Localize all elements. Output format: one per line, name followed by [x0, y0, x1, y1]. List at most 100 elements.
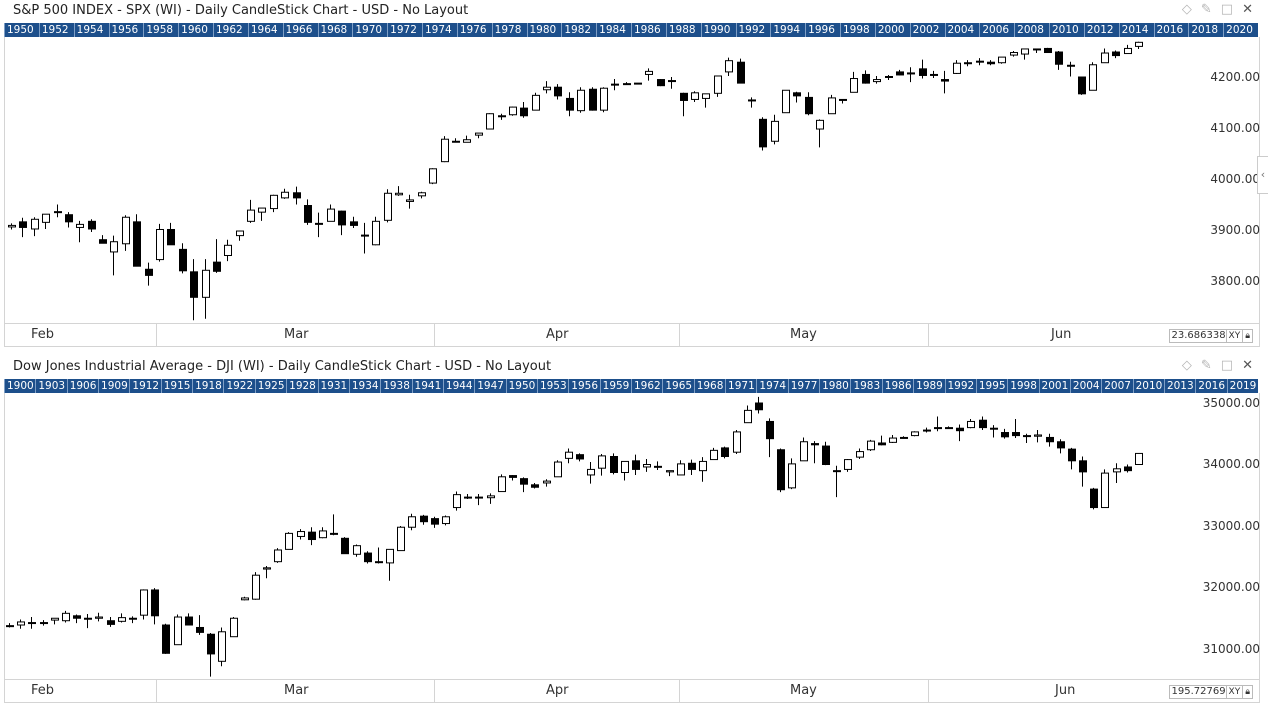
candle-down[interactable]	[520, 107, 528, 117]
candle-up[interactable]	[76, 223, 84, 228]
candle-down[interactable]	[1044, 47, 1052, 54]
candle-down[interactable]	[350, 221, 358, 226]
candle-up[interactable]	[998, 56, 1006, 64]
scale-value-field[interactable]: 23.686338	[1168, 329, 1227, 343]
candle-down[interactable]	[1112, 51, 1120, 57]
candle-up[interactable]	[386, 548, 394, 564]
candle-up[interactable]	[677, 463, 685, 476]
candle-up[interactable]	[565, 451, 573, 459]
candle-up[interactable]	[600, 87, 608, 111]
candle-up[interactable]	[1033, 48, 1041, 51]
year-label[interactable]: 1912	[129, 379, 160, 393]
year-label[interactable]: 1965	[662, 379, 693, 393]
year-label[interactable]: 1950	[505, 379, 537, 393]
candle-up[interactable]	[623, 83, 631, 86]
candle-up[interactable]	[486, 113, 494, 130]
candle-up[interactable]	[218, 631, 226, 662]
candle-up[interactable]	[40, 622, 48, 625]
candle-up[interactable]	[828, 97, 836, 115]
candle-up[interactable]	[263, 567, 271, 570]
candle-up[interactable]	[725, 60, 733, 73]
close-icon[interactable]: ✕	[1242, 2, 1262, 17]
candle-down[interactable]	[520, 478, 528, 485]
candle-up[interactable]	[587, 468, 595, 476]
candle-up[interactable]	[1135, 452, 1143, 465]
candle-down[interactable]	[179, 248, 187, 272]
candle-up[interactable]	[118, 617, 126, 622]
candle-down[interactable]	[777, 449, 785, 491]
candle-down[interactable]	[431, 518, 439, 525]
year-navigator[interactable]: 1950 1952 1954 1956 1958 1960 1962 1964 1966 1968…	[4, 23, 1258, 37]
year-label[interactable]: 1992	[944, 379, 976, 393]
year-label[interactable]: 1994	[770, 23, 805, 37]
year-label[interactable]: 1962	[631, 379, 662, 393]
year-label[interactable]: 1968	[693, 379, 725, 393]
candle-up[interactable]	[967, 420, 975, 429]
candle-down[interactable]	[688, 462, 696, 470]
candle-up[interactable]	[788, 463, 796, 489]
candle-up[interactable]	[945, 427, 953, 430]
candle-up[interactable]	[643, 464, 651, 468]
candle-up[interactable]	[54, 211, 62, 214]
candle-down[interactable]	[1068, 448, 1076, 462]
candle-down[interactable]	[923, 429, 931, 432]
candle-up[interactable]	[487, 495, 495, 499]
year-label[interactable]: 2006	[979, 23, 1014, 37]
candle-up[interactable]	[247, 209, 255, 222]
year-navigator[interactable]: 1900 1903 1906 1909 1912 1915 1918 1922 1925 1928…	[4, 379, 1258, 393]
candle-up[interactable]	[1113, 468, 1121, 473]
candle-up[interactable]	[532, 94, 540, 111]
candle-up[interactable]	[230, 617, 238, 638]
candle-down[interactable]	[162, 624, 170, 654]
lock-icon[interactable]: 🔒︎	[1243, 685, 1253, 699]
candle-down[interactable]	[919, 68, 927, 76]
pin-icon[interactable]: ✎	[1200, 2, 1221, 17]
year-label[interactable]: 1986	[881, 379, 913, 393]
candle-up[interactable]	[964, 62, 972, 65]
candle-down[interactable]	[930, 73, 938, 76]
candle-up[interactable]	[1124, 47, 1132, 55]
candle-up[interactable]	[8, 224, 16, 228]
year-label[interactable]: 1974	[756, 379, 787, 393]
year-label[interactable]: 1982	[561, 23, 596, 37]
candle-up[interactable]	[418, 192, 426, 197]
candle-down[interactable]	[566, 97, 574, 111]
candle-down[interactable]	[420, 515, 428, 523]
collapse-panel-icon[interactable]: ‹	[1257, 156, 1268, 194]
price-plot[interactable]	[4, 393, 1260, 679]
candle-down[interactable]	[293, 192, 301, 199]
candle-down[interactable]	[213, 261, 221, 272]
candle-up[interactable]	[889, 437, 897, 443]
candle-down[interactable]	[1023, 435, 1031, 438]
candle-up[interactable]	[771, 120, 779, 142]
year-label[interactable]: 1952	[38, 23, 74, 37]
xy-icon[interactable]: XY	[1226, 329, 1244, 343]
year-label[interactable]: 1971	[725, 379, 756, 393]
year-label[interactable]: 1983	[850, 379, 881, 393]
candle-up[interactable]	[372, 220, 380, 246]
candle-up[interactable]	[668, 80, 676, 83]
candle-down[interactable]	[589, 88, 597, 111]
year-label[interactable]: 2010	[1049, 23, 1084, 37]
candle-down[interactable]	[190, 271, 198, 298]
year-label[interactable]: 1964	[247, 23, 283, 37]
pin-icon[interactable]: ✎	[1200, 358, 1221, 373]
candle-up[interactable]	[252, 574, 260, 600]
candle-down[interactable]	[531, 484, 539, 488]
candle-up[interactable]	[297, 531, 305, 537]
candle-down[interactable]	[167, 228, 175, 246]
candle-down[interactable]	[979, 419, 987, 429]
candle-down[interactable]	[833, 470, 841, 473]
candle-up[interactable]	[645, 70, 653, 75]
candle-up[interactable]	[543, 480, 551, 484]
year-label[interactable]: 1900	[4, 379, 35, 393]
year-label[interactable]: 1998	[1007, 379, 1038, 393]
candle-up[interactable]	[84, 617, 92, 620]
candle-up[interactable]	[934, 427, 942, 430]
year-label[interactable]: 1986	[631, 23, 666, 37]
year-label[interactable]: 2001	[1038, 379, 1070, 393]
year-label[interactable]: 1928	[286, 379, 317, 393]
candle-down[interactable]	[811, 443, 819, 446]
candle-up[interactable]	[1067, 64, 1075, 67]
year-label[interactable]: 2008	[1014, 23, 1049, 37]
